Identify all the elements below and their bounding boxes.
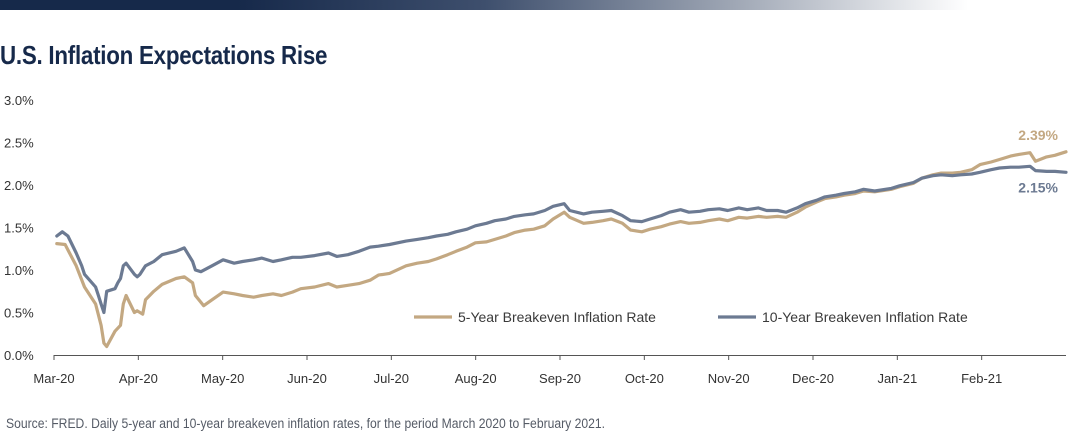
five-year-end-label: 2.39% [1018,127,1058,143]
y-tick-label: 3.0% [4,93,34,108]
x-tick-label: Dec-20 [792,371,834,386]
series-lines [55,150,1068,349]
y-tick-label: 0.0% [4,348,34,363]
y-tick-label: 1.5% [4,221,34,236]
y-tick-label: 2.5% [4,136,34,151]
y-tick-label: 2.0% [4,178,34,193]
x-tick-label: Jun-20 [287,371,327,386]
y-tick-label: 0.5% [4,306,34,321]
x-tick-label: Apr-20 [119,371,158,386]
x-tick-label: Oct-20 [625,371,664,386]
y-axis-ticks: 0.0% 0.5% 1.0% 1.5% 2.0% 2.5% 3.0% [4,93,34,363]
x-tick-label: Feb-21 [961,371,1002,386]
legend-label: 10-Year Breakeven Inflation Rate [762,309,968,325]
header-accent-bar [0,0,1076,10]
y-tick-label: 1.0% [4,263,34,278]
legend-label: 5-Year Breakeven Inflation Rate [458,309,656,325]
ten-year-end-label: 2.15% [1018,179,1058,195]
x-tick-label: Nov-20 [708,371,750,386]
x-axis-ticks: Mar-20 Apr-20 May-20 Jun-20 Jul-20 Aug-20 Sep-… [33,355,1002,386]
x-tick-label: Jan-21 [877,371,917,386]
x-tick-label: Mar-20 [33,371,74,386]
x-tick-label: Jul-20 [374,371,409,386]
ten-year-breakeven-line [55,164,1068,315]
chart-title: U.S. Inflation Expectations Rise [0,40,328,70]
x-tick-label: May-20 [201,371,244,386]
x-tick-label: Aug-20 [455,371,497,386]
legend: 5-Year Breakeven Inflation Rate 10-Year B… [414,309,968,325]
line-chart: 0.0% 0.5% 1.0% 1.5% 2.0% 2.5% 3.0% Mar-20 Apr-2… [4,93,1068,386]
x-tick-label: Sep-20 [539,371,581,386]
source-note: Source: FRED. Daily 5-year and 10-year b… [6,416,606,431]
end-labels: 2.39% 2.15% [1018,127,1058,195]
